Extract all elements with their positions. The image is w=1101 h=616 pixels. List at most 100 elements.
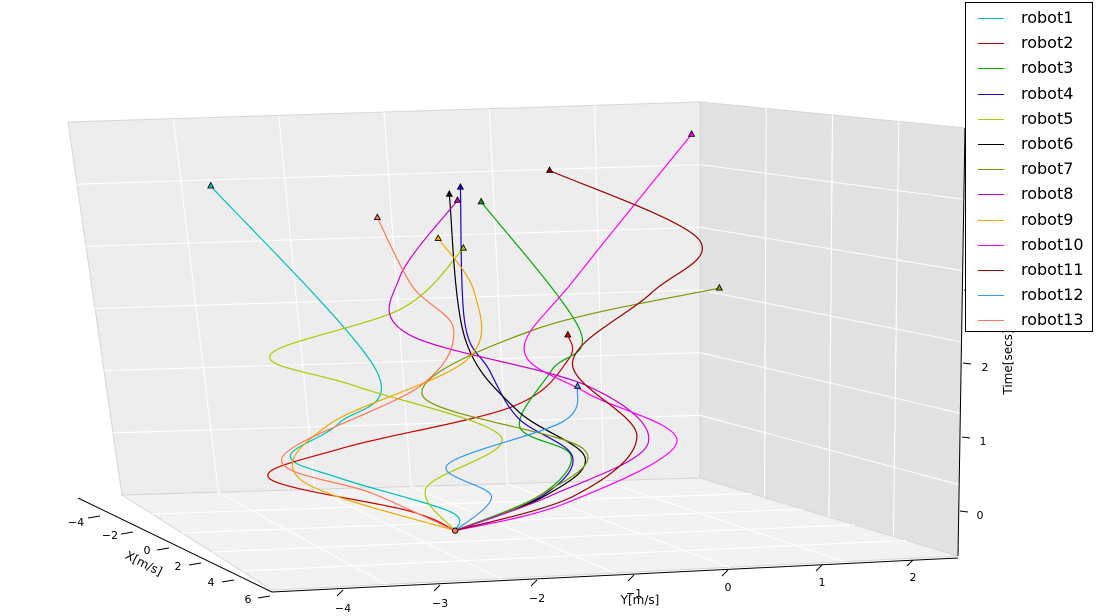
z-tick-labels: 0 1 2 bbox=[977, 361, 989, 522]
legend-label: robot1 bbox=[1021, 8, 1074, 27]
end-marker-robot6 bbox=[445, 190, 453, 197]
series-line-robot6 bbox=[448, 194, 586, 532]
grid-line bbox=[314, 488, 501, 580]
series-line-robot7 bbox=[421, 287, 720, 532]
series-line-robot4 bbox=[454, 187, 574, 532]
legend-item: robot3 bbox=[966, 56, 1092, 81]
legend-label: robot10 bbox=[1021, 234, 1084, 254]
y-tick-mark bbox=[721, 569, 729, 577]
x-tick-mark bbox=[257, 595, 271, 599]
legend-label: robot7 bbox=[1021, 159, 1074, 179]
legend-item: robot13 bbox=[966, 308, 1092, 333]
legend-item: robot1 bbox=[966, 6, 1092, 31]
legend-label: robot5 bbox=[1021, 108, 1074, 128]
x-tick-labels: −4 −2 0 2 4 6 bbox=[68, 516, 252, 606]
legend-swatch bbox=[978, 194, 1004, 196]
series-line-robot5 bbox=[269, 247, 503, 532]
legend-item: robot6 bbox=[966, 132, 1092, 157]
end-marker-robot5 bbox=[459, 243, 468, 251]
end-marker-robot13 bbox=[373, 213, 382, 221]
legend-swatch bbox=[978, 43, 1004, 45]
y-tick-label: −2 bbox=[529, 592, 545, 605]
z-tick-label: 0 bbox=[977, 509, 984, 522]
x-tick-label: 2 bbox=[175, 560, 182, 573]
y-tick-label: 2 bbox=[910, 571, 917, 584]
y-tick-mark bbox=[906, 559, 914, 567]
grid-lines bbox=[76, 105, 964, 585]
end-marker-robot12 bbox=[573, 381, 582, 389]
y-tick-mark bbox=[815, 564, 823, 572]
grid-line bbox=[151, 493, 752, 515]
x-tick-mark bbox=[120, 531, 134, 535]
series-line-robot11 bbox=[455, 169, 703, 532]
legend-swatch bbox=[978, 68, 1004, 70]
legend-item: robot5 bbox=[966, 107, 1092, 132]
x-tick-mark bbox=[156, 547, 170, 551]
legend: robot1 robot2 robot3 robot4 robot5 robot6 robo… bbox=[965, 2, 1093, 332]
legend-swatch bbox=[978, 219, 1004, 221]
legend-swatch bbox=[978, 320, 1004, 322]
legend-swatch bbox=[978, 144, 1004, 145]
legend-label: robot6 bbox=[1021, 134, 1074, 153]
y-tick-label: −3 bbox=[432, 597, 448, 610]
z-axis-line bbox=[957, 127, 966, 557]
legend-label: robot13 bbox=[1021, 310, 1084, 330]
grid-line bbox=[507, 483, 730, 568]
grid-line bbox=[112, 414, 701, 434]
z-axis-label: Time[secs] bbox=[1001, 329, 1015, 395]
z-tick-mark bbox=[962, 362, 972, 365]
grid-line bbox=[103, 352, 701, 372]
legend-item: robot12 bbox=[966, 283, 1092, 308]
series-layer bbox=[207, 130, 723, 534]
y-tick-mark bbox=[530, 579, 538, 587]
grid-line bbox=[763, 108, 767, 498]
y-tick-labels: −4 −3 −2 −1 0 1 2 bbox=[335, 571, 917, 615]
grid-line bbox=[892, 121, 900, 537]
x-tick-label: −2 bbox=[102, 529, 118, 542]
grid-line bbox=[241, 539, 907, 572]
x-tick-mark bbox=[221, 579, 235, 583]
series-line-robot12 bbox=[445, 386, 579, 532]
legend-label: robot3 bbox=[1021, 58, 1074, 78]
y-tick-label: −4 bbox=[335, 602, 351, 615]
series-line-robot9 bbox=[291, 238, 483, 532]
grid-line bbox=[603, 480, 844, 563]
grid-line bbox=[85, 226, 701, 247]
z-tick-mark bbox=[959, 510, 969, 513]
legend-label: robot8 bbox=[1021, 184, 1074, 204]
legend-item: robot4 bbox=[966, 82, 1092, 107]
y-tick-label: 0 bbox=[725, 581, 732, 594]
legend-swatch bbox=[978, 18, 1004, 19]
grid-line bbox=[211, 524, 855, 553]
end-marker-robot7 bbox=[715, 283, 723, 291]
tick-marks bbox=[87, 208, 974, 599]
end-marker-robot11 bbox=[545, 166, 554, 173]
legend-swatch bbox=[978, 93, 1004, 95]
legend-item: robot10 bbox=[966, 233, 1092, 258]
grid-line bbox=[76, 164, 701, 185]
legend-swatch bbox=[978, 295, 1004, 297]
end-marker-robot9 bbox=[434, 234, 442, 241]
legend-item: robot2 bbox=[966, 31, 1092, 56]
y-axis-label: Y[m/s] bbox=[620, 593, 660, 607]
grid-line bbox=[828, 114, 834, 518]
end-marker-robot1 bbox=[207, 181, 215, 189]
grid-line bbox=[94, 289, 701, 310]
start-marker-robot13 bbox=[452, 527, 459, 534]
end-marker-robot8 bbox=[453, 196, 462, 203]
x-axis-line bbox=[77, 497, 273, 593]
legend-label: robot11 bbox=[1021, 260, 1084, 279]
z-tick-label: 2 bbox=[982, 361, 989, 374]
legend-label: robot12 bbox=[1021, 285, 1084, 305]
end-marker-robot2 bbox=[564, 330, 572, 338]
z-tick-mark bbox=[961, 436, 971, 439]
y-tick-mark bbox=[336, 589, 344, 597]
z-tick-label: 1 bbox=[980, 435, 987, 448]
x-tick-label: 4 bbox=[208, 576, 215, 589]
left-wall-pane bbox=[67, 101, 701, 496]
legend-swatch bbox=[978, 270, 1004, 271]
y-tick-mark bbox=[433, 584, 441, 592]
series-line-robot10 bbox=[455, 134, 693, 532]
series-line-robot13 bbox=[281, 217, 456, 532]
grid-line bbox=[410, 485, 616, 574]
